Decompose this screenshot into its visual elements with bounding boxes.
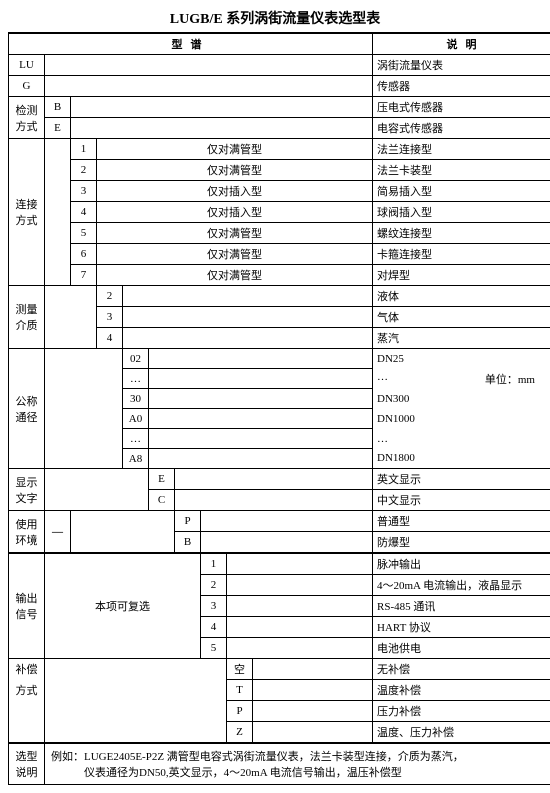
label-env: 使用环境 xyxy=(9,511,45,554)
comp-n: 空 xyxy=(227,659,253,680)
conn-n: 4 xyxy=(71,202,97,223)
dn-d: … xyxy=(377,371,388,383)
medium-n: 3 xyxy=(97,307,123,328)
dash-mark: — xyxy=(45,511,71,554)
comp-d: 压力补偿 xyxy=(373,701,550,722)
dn-unit: 单位：mm xyxy=(485,371,550,387)
label-conn: 连接方式 xyxy=(9,139,45,286)
header-desc: 说明 xyxy=(373,33,550,55)
dn-d: DN300 xyxy=(373,389,550,409)
dn-n: 30 xyxy=(123,389,149,409)
out-n: 5 xyxy=(201,638,227,659)
out-d: 脉冲输出 xyxy=(373,553,550,575)
out-d: 4～20mA 电流输出，液晶显示 xyxy=(373,575,550,596)
dn-d: DN25 xyxy=(373,349,550,369)
out-d: 电池供电 xyxy=(373,638,550,659)
dn-n: … xyxy=(123,429,149,449)
detect-e-desc: 电容式传感器 xyxy=(373,118,550,139)
detect-e: E xyxy=(45,118,71,139)
conn-t: 仅对满管型 xyxy=(97,223,373,244)
out-n: 1 xyxy=(201,553,227,575)
disp-c-desc: 中文显示 xyxy=(373,490,550,511)
conn-n: 7 xyxy=(71,265,97,286)
conn-d: 法兰连接型 xyxy=(373,139,550,160)
comp-n: Z xyxy=(227,722,253,744)
label-detect: 检测方式 xyxy=(9,97,45,139)
label-comp2: 方式 xyxy=(9,680,45,744)
medium-d: 气体 xyxy=(373,307,550,328)
medium-n: 2 xyxy=(97,286,123,307)
dn-d: … xyxy=(373,429,550,449)
medium-d: 液体 xyxy=(373,286,550,307)
env-p-desc: 普通型 xyxy=(373,511,550,532)
conn-t: 仅对满管型 xyxy=(97,265,373,286)
env-p: P xyxy=(175,511,201,532)
comp-n: P xyxy=(227,701,253,722)
label-dn: 公称通径 xyxy=(9,349,45,469)
out-n: 2 xyxy=(201,575,227,596)
conn-t: 仅对满管型 xyxy=(97,139,373,160)
code-lu: LU xyxy=(9,55,45,76)
detect-b-desc: 压电式传感器 xyxy=(373,97,550,118)
conn-n: 1 xyxy=(71,139,97,160)
code-g: G xyxy=(9,76,45,97)
conn-t: 仅对插入型 xyxy=(97,181,373,202)
medium-n: 4 xyxy=(97,328,123,349)
medium-d: 蒸汽 xyxy=(373,328,550,349)
conn-d: 简易插入型 xyxy=(373,181,550,202)
dn-d: DN1800 xyxy=(373,449,550,469)
conn-t: 仅对满管型 xyxy=(97,160,373,181)
label-comp1: 补偿 xyxy=(9,659,45,680)
conn-d: 卡箍连接型 xyxy=(373,244,550,265)
out-note: 本项可复选 xyxy=(45,553,201,659)
conn-d: 法兰卡装型 xyxy=(373,160,550,181)
dn-n: … xyxy=(123,369,149,389)
header-spectrum: 型谱 xyxy=(9,33,373,55)
disp-e: E xyxy=(149,469,175,490)
out-d: RS-485 通讯 xyxy=(373,596,550,617)
dn-n: A0 xyxy=(123,409,149,429)
disp-e-desc: 英文显示 xyxy=(373,469,550,490)
env-b-desc: 防爆型 xyxy=(373,532,550,554)
example-text: 例如：LUGE2405E-P2Z 满管型电容式涡街流量仪表，法兰卡装型连接，介质… xyxy=(45,743,550,785)
comp-n: T xyxy=(227,680,253,701)
conn-d: 螺纹连接型 xyxy=(373,223,550,244)
dn-n: A8 xyxy=(123,449,149,469)
detect-b: B xyxy=(45,97,71,118)
conn-d: 球阀插入型 xyxy=(373,202,550,223)
out-d: HART 协议 xyxy=(373,617,550,638)
desc-lu: 涡街流量仪表 xyxy=(373,55,550,76)
env-b: B xyxy=(175,532,201,554)
comp-d: 温度、压力补偿 xyxy=(373,722,550,744)
comp-d: 无补偿 xyxy=(373,659,550,680)
dn-d: DN1000 xyxy=(373,409,550,429)
conn-d: 对焊型 xyxy=(373,265,550,286)
conn-n: 6 xyxy=(71,244,97,265)
selection-table: 型谱 说明 LU涡街流量仪表 G传感器 检测方式B压电式传感器 E电容式传感器 … xyxy=(8,32,550,785)
desc-g: 传感器 xyxy=(373,76,550,97)
out-n: 3 xyxy=(201,596,227,617)
label-example: 选型说明 xyxy=(9,743,45,785)
label-disp: 显示文字 xyxy=(9,469,45,511)
dn-n: 02 xyxy=(123,349,149,369)
conn-t: 仅对满管型 xyxy=(97,244,373,265)
label-medium: 测量介质 xyxy=(9,286,45,349)
conn-t: 仅对插入型 xyxy=(97,202,373,223)
conn-n: 2 xyxy=(71,160,97,181)
comp-d: 温度补偿 xyxy=(373,680,550,701)
out-n: 4 xyxy=(201,617,227,638)
conn-n: 3 xyxy=(71,181,97,202)
conn-n: 5 xyxy=(71,223,97,244)
table-title: LUGB/E 系列涡街流量仪表选型表 xyxy=(8,8,542,28)
label-out: 输出信号 xyxy=(9,553,45,659)
disp-c: C xyxy=(149,490,175,511)
